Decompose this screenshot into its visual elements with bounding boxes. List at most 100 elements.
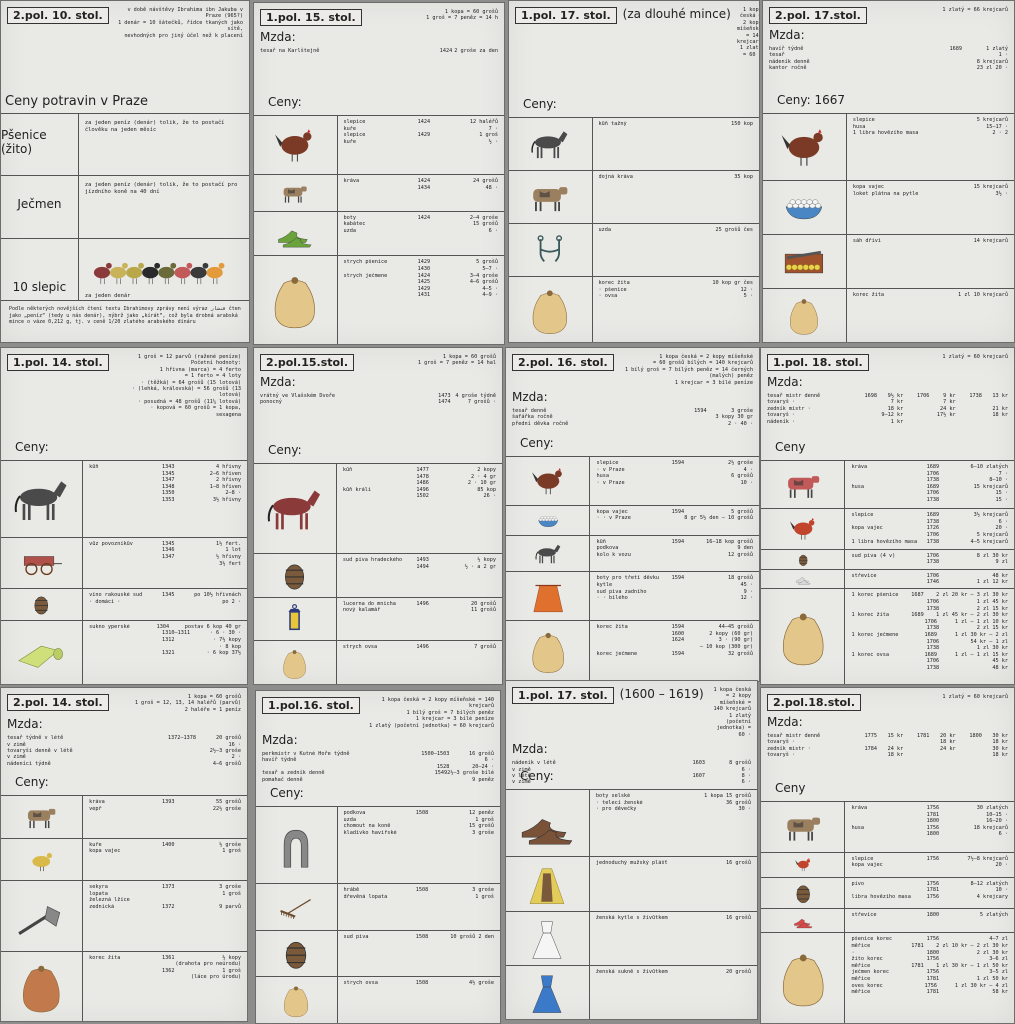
item-name: [89, 490, 162, 497]
price: 15 grošů: [473, 221, 498, 228]
year: [669, 644, 699, 651]
price: 1 zl 45 kr: [976, 599, 1008, 606]
item-name: [851, 645, 926, 652]
price-line: sud piva zadního 9 ·: [596, 589, 753, 596]
price-line: korec žita 1 zl 10 krejcarů: [853, 292, 1008, 299]
price-row: kopa vajec 1594 5 grošů · · v Praze 8 gr 5½ …: [506, 505, 759, 536]
item-name: dojná kráva: [598, 174, 633, 180]
price-lines: slepice 1424 12 haléřů kuře 7 · slepice 1429 1 …: [338, 116, 505, 174]
wages-heading: Mzda:: [262, 733, 298, 748]
price: 5 grošů: [476, 259, 498, 266]
wage-cell: 6 ·: [741, 779, 752, 786]
wage-cell: 1 zlatý: [986, 46, 1009, 52]
item-name: hrábě: [343, 887, 360, 894]
price-line: 1 korec žita 1689 1 zl 45 kr – 2 zl 30 kr: [851, 612, 1008, 619]
item-name: kopa vajec: [596, 508, 628, 515]
item-name: 1 korec pšenice: [851, 592, 899, 599]
price-line: žito korec 1756 3–6 zl: [851, 956, 1008, 963]
wage-cell: tesař a zedník denně: [262, 770, 325, 777]
price-line: korec žita 10 kop gr čes: [599, 280, 754, 287]
wage-row: 1528 20–24 ·: [262, 764, 494, 770]
price-lines: jednoduchý mužský plášť 16 grošů: [590, 857, 757, 910]
wage-row: tovaryši denně v létě 2½–3 groše: [7, 748, 241, 754]
price-text: za jeden denár: [84, 292, 131, 299]
poster-header: 2.pol.15.stol. 1 kopa = 60 grošů 1 groš = …: [254, 348, 502, 463]
title-row: 1.pol. 14. stol. 1 groš = 12 parvů (ražen…: [7, 354, 241, 418]
price-lines: sud piva hradeckého 1493 ½ kopy 1494 ½ · a 2…: [337, 554, 502, 597]
hen-icon: [761, 509, 846, 549]
year: [672, 480, 703, 487]
wage-cell: [660, 421, 706, 427]
prices-heading: Ceny:: [523, 97, 557, 111]
price-lines: vůz povozníkův 1345 1½ fert. 1346 1 lot 1347 ½…: [83, 538, 247, 589]
price-line: slepice 1424 12 haléřů: [344, 119, 499, 126]
price-line: 1502 26 ·: [343, 493, 496, 500]
price-row: kůň 1594 16–18 kop grošů podkova 9 den kolo k…: [506, 535, 759, 573]
price-poster: 2.pol. 14. stol. 1 kopa = 60 grošů 1 groš …: [0, 687, 248, 1022]
year: 1756: [926, 824, 940, 831]
sack-icon: [506, 621, 591, 681]
title-row: 1.pol. 15. stol. 1 kopa = 60 grošů 1 groš …: [260, 9, 498, 26]
rake-icon: [256, 884, 338, 930]
price-lines: korec žita 1361 ½ kopy (drahota pro neúrodu…: [83, 952, 247, 1021]
price-line: husa 6 grošů: [596, 473, 753, 480]
item-name: · v Praze: [596, 466, 625, 473]
price-lines: slepice 1689 3½ krejcarů 1738 6 · kopa vajec 1…: [845, 509, 1014, 548]
item-name: [344, 279, 418, 286]
year: 1738: [926, 518, 940, 525]
year: 1781: [911, 943, 924, 949]
price-row: slepice 1594 2½ groše · v Praze 4 · husa 6 gro…: [506, 457, 759, 506]
cloth-icon: [1, 620, 84, 684]
item-name: [344, 292, 418, 299]
price-lines: slepice 5 krejcarů husa 15–17 · 1 libra hově…: [847, 114, 1014, 180]
currency-note: 1 zlatý = 60 ·: [739, 45, 760, 58]
year: 1781: [926, 887, 940, 894]
price-line: kuře ½ ·: [344, 139, 499, 146]
price-line: · 8 kop: [89, 644, 241, 651]
item-name: chomout na koně: [343, 823, 391, 830]
currency-note: = 60 grošů bílých = 140 krejcarů: [653, 360, 753, 367]
price: ½ kopy: [477, 556, 496, 563]
price-line: 1348 1–8 hřiven: [89, 484, 241, 491]
price-line: dřevěná lopata 1 groš: [344, 894, 494, 901]
item-name: · pro děvečky: [595, 806, 637, 813]
price: 45 kr: [992, 658, 1008, 665]
price: 5–7 ·: [482, 265, 498, 272]
price-line: 3½ fert: [89, 561, 241, 568]
year: 1687: [911, 592, 924, 599]
price: 16–20 ·: [986, 818, 1008, 825]
year: 1343: [162, 464, 175, 470]
price: 4–9 ·: [482, 292, 498, 299]
wage-cell: [956, 419, 982, 425]
item-name: víno rakouské sud: [89, 592, 143, 599]
wage-cell: 1528: [436, 763, 450, 770]
price-table: kůň tažný 150 kop dojná kráva 35 kop uzda 25 …: [509, 117, 759, 342]
item-name: [89, 497, 162, 504]
year: 1756: [926, 805, 940, 811]
year: 1738: [926, 477, 940, 484]
year: [670, 915, 701, 922]
wage-cell: 16 ·: [228, 741, 242, 748]
price-line: kůň 1343 4 hřivny: [89, 464, 241, 471]
horse-icon: [254, 464, 337, 553]
price-line: zednická 1372 9 parvů: [89, 904, 241, 911]
item-name: pivo: [851, 880, 864, 887]
item-name: [851, 559, 926, 566]
item-name: dřevěná lopata: [343, 893, 388, 900]
currency-notes: 1 kopa = 60 grošů 1 groš = 7 peněz = 14 h: [368, 9, 498, 22]
wage-row: v létě 1607 8 ·: [512, 773, 751, 779]
year: 1706: [926, 638, 940, 645]
price: 48 kr: [992, 665, 1008, 671]
item-name: měřice: [851, 943, 871, 949]
year: [672, 473, 703, 480]
price: 3 groše: [472, 887, 494, 894]
price-line: 1425 4–6 grošů: [344, 279, 498, 286]
horse-icon: [1, 461, 84, 537]
title-row: 2.pol.18.stol. 1 zlatý = 60 krejcarů: [767, 694, 1008, 711]
price-row: sukno yperské 1304 postav 6 kop 40 gr 1310–…: [1, 620, 247, 684]
wages-list: vrátný ve Vlašském Dvoře 1473 4 groše týdn…: [260, 393, 496, 406]
price-line: 1350 2–8 ·: [89, 490, 241, 497]
wagon-icon: [1, 537, 84, 589]
currency-note: 1 groš = 12 parvů (ražené peníze): [137, 354, 241, 360]
cow-icon: [1, 796, 84, 838]
